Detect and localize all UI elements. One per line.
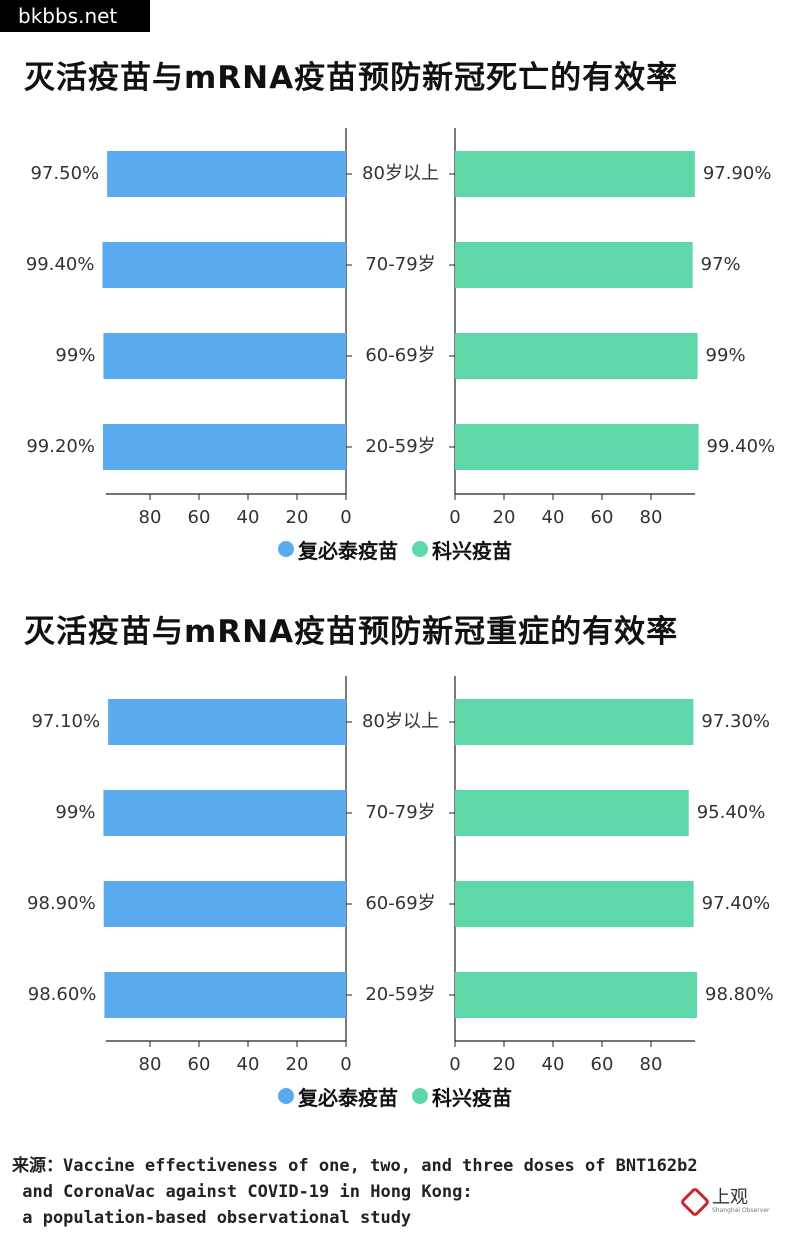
right-tick-label: 20 <box>493 507 516 528</box>
bar-left <box>103 333 346 379</box>
left-tick-label: 20 <box>286 507 309 528</box>
logo-sub: Shanghai Observer <box>712 1207 770 1214</box>
bar-right <box>455 972 698 1018</box>
legend-severe: 复必泰疫苗 科兴疫苗 <box>278 1082 526 1111</box>
bar-right <box>455 699 694 745</box>
category-label: 60-69岁 <box>365 893 435 914</box>
value-label-left: 99.20% <box>26 436 95 457</box>
value-label-left: 98.60% <box>28 984 97 1005</box>
left-tick-label: 40 <box>237 1054 260 1075</box>
value-label-left: 97.50% <box>30 163 99 184</box>
logo-name: 上观 <box>712 1187 748 1208</box>
right-tick-label: 60 <box>591 1054 614 1075</box>
right-tick-label: 40 <box>542 1054 565 1075</box>
publisher-logo: 上观 Shanghai Observer <box>679 1185 770 1218</box>
value-label-right: 95.40% <box>697 802 766 823</box>
bar-left <box>103 881 346 927</box>
value-label-right: 98.80% <box>705 984 774 1005</box>
value-label-right: 99% <box>706 345 746 366</box>
left-tick-label: 0 <box>340 1054 351 1075</box>
bar-left <box>103 790 346 836</box>
legend-label-left: 复必泰疫苗 <box>298 538 398 563</box>
legend-deaths: 复必泰疫苗 科兴疫苗 <box>278 535 526 564</box>
value-label-right: 99.40% <box>707 436 776 457</box>
category-label: 60-69岁 <box>365 345 435 366</box>
left-tick-label: 80 <box>139 507 162 528</box>
value-label-right: 97.90% <box>703 163 772 184</box>
bar-left <box>102 242 346 288</box>
legend-item-left: 复必泰疫苗 <box>278 535 398 564</box>
legend-label-right: 科兴疫苗 <box>432 538 512 563</box>
source-note: 来源：Vaccine effectiveness of one, two, an… <box>12 1153 698 1231</box>
value-label-left: 97.10% <box>31 711 100 732</box>
bar-right <box>455 424 699 470</box>
value-label-left: 99% <box>55 345 95 366</box>
category-label: 70-79岁 <box>365 254 435 275</box>
chart-title-severe: 灭活疫苗与mRNA疫苗预防新冠重症的有效率 <box>24 614 679 650</box>
source-line-3: a population-based observational study <box>12 1208 412 1228</box>
legend-dot-right <box>412 1088 428 1104</box>
left-tick-label: 40 <box>237 507 260 528</box>
bar-right <box>455 790 689 836</box>
right-tick-label: 80 <box>640 507 663 528</box>
legend-dot-right <box>412 541 428 557</box>
legend-dot-left <box>278 1088 294 1104</box>
right-tick-label: 0 <box>449 1054 460 1075</box>
category-label: 80岁以上 <box>362 163 439 184</box>
right-tick-label: 40 <box>542 507 565 528</box>
bar-right <box>455 333 698 379</box>
value-label-right: 97% <box>701 254 741 275</box>
left-tick-label: 60 <box>188 507 211 528</box>
legend-item-right: 科兴疫苗 <box>412 535 512 564</box>
bar-right <box>455 242 693 288</box>
right-tick-label: 80 <box>640 1054 663 1075</box>
category-label: 20-59岁 <box>365 436 435 457</box>
bar-left <box>108 699 346 745</box>
legend-item-left: 复必泰疫苗 <box>278 1082 398 1111</box>
bar-left <box>102 424 347 470</box>
chart-title-deaths: 灭活疫苗与mRNA疫苗预防新冠死亡的有效率 <box>24 60 679 96</box>
value-label-left: 99.40% <box>26 254 95 275</box>
source-line-1: 来源：Vaccine effectiveness of one, two, an… <box>12 1156 698 1176</box>
bar-left <box>107 151 346 197</box>
watermark: bkbbs.net <box>0 0 150 32</box>
right-tick-label: 60 <box>591 507 614 528</box>
left-tick-label: 80 <box>139 1054 162 1075</box>
category-label: 70-79岁 <box>365 802 435 823</box>
value-label-left: 98.90% <box>27 893 96 914</box>
legend-item-right: 科兴疫苗 <box>412 1082 512 1111</box>
right-tick-label: 20 <box>493 1054 516 1075</box>
value-label-left: 99% <box>55 802 95 823</box>
legend-label-right: 科兴疫苗 <box>432 1085 512 1110</box>
category-label: 80岁以上 <box>362 711 439 732</box>
bar-right <box>455 151 695 197</box>
left-tick-label: 20 <box>286 1054 309 1075</box>
left-tick-label: 0 <box>340 507 351 528</box>
right-tick-label: 0 <box>449 507 460 528</box>
bar-left <box>104 972 347 1018</box>
value-label-right: 97.30% <box>701 711 770 732</box>
logo-mark-icon <box>679 1185 711 1218</box>
legend-dot-left <box>278 541 294 557</box>
legend-label-left: 复必泰疫苗 <box>298 1085 398 1110</box>
category-label: 20-59岁 <box>365 984 435 1005</box>
bar-right <box>455 881 694 927</box>
left-tick-label: 60 <box>188 1054 211 1075</box>
value-label-right: 97.40% <box>702 893 771 914</box>
source-line-2: and CoronaVac against COVID-19 in Hong K… <box>12 1182 473 1202</box>
